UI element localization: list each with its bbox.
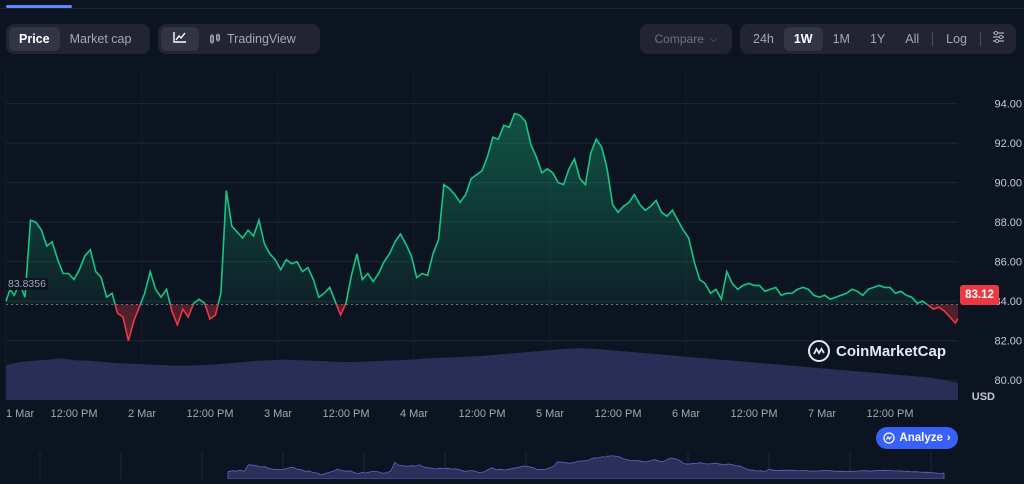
y-axis-unit-label: USD	[972, 391, 995, 403]
settings-button[interactable]	[984, 27, 1013, 51]
x-tick-label: 12:00 PM	[322, 408, 369, 420]
x-tick-label: 1 Mar	[6, 408, 34, 420]
y-tick-label: 92.00	[994, 138, 1022, 150]
y-tick-label: 86.00	[994, 257, 1022, 269]
candlestick-icon	[210, 33, 220, 44]
price-chart-svg: 80.00 82.00 84.00 86.00 88.00 90.00 92.00 94.00…	[0, 70, 1024, 480]
y-tick-label: 94.00	[994, 99, 1022, 111]
range-all[interactable]: All	[905, 32, 920, 46]
tradingview-label: TradingView	[227, 32, 296, 46]
y-tick-label: 90.00	[994, 178, 1022, 190]
market-cap-tab[interactable]: Market cap	[69, 32, 132, 46]
sliders-icon	[992, 30, 1004, 44]
range-divider	[980, 32, 981, 46]
range-selector: 24h 1W 1M 1Y All Log	[740, 24, 1016, 54]
y-tick-label: 84.00	[994, 296, 1022, 308]
price-area-up	[6, 113, 958, 305]
chevron-down-icon: ⌵	[709, 33, 718, 45]
x-tick-label: 2 Mar	[128, 408, 156, 420]
compare-label: Compare	[654, 32, 704, 46]
range-1y[interactable]: 1Y	[869, 32, 886, 46]
x-tick-label: 12:00 PM	[594, 408, 641, 420]
coinmarketcap-logo-icon	[808, 340, 830, 362]
line-chart-button[interactable]	[161, 27, 199, 51]
active-tab-indicator	[6, 5, 72, 8]
y-tick-label: 80.00	[994, 375, 1022, 387]
metric-toggle: Price Market cap	[6, 24, 150, 54]
current-price-badge: 83.12	[960, 285, 999, 305]
tradingview-button[interactable]: TradingView	[199, 27, 306, 51]
analyze-icon	[883, 432, 896, 444]
chevron-right-icon: ›	[946, 432, 951, 444]
x-tick-label: 7 Mar	[808, 408, 836, 420]
range-1w[interactable]: 1W	[783, 27, 823, 51]
x-tick-label: 12:00 PM	[186, 408, 233, 420]
analyze-button[interactable]: Analyze ›	[876, 427, 958, 449]
x-tick-label: 12:00 PM	[458, 408, 505, 420]
x-tick-label: 5 Mar	[536, 408, 564, 420]
x-tick-label: 12:00 PM	[50, 408, 97, 420]
range-divider	[932, 32, 934, 46]
x-tick-label: 12:00 PM	[866, 408, 913, 420]
x-tick-label: 6 Mar	[672, 408, 700, 420]
y-tick-label: 88.00	[994, 217, 1022, 229]
top-tab-strip	[0, 0, 1024, 9]
price-chart[interactable]: 80.00 82.00 84.00 86.00 88.00 90.00 92.00 94.00…	[0, 70, 1024, 480]
x-tick-label: 3 Mar	[264, 408, 292, 420]
volume-area	[6, 348, 958, 400]
x-tick-label: 12:00 PM	[730, 408, 777, 420]
log-scale-button[interactable]: Log	[946, 32, 968, 46]
x-tick-label: 4 Mar	[400, 408, 428, 420]
brand-name: CoinMarketCap	[836, 342, 947, 360]
navigator-area	[227, 455, 945, 480]
range-1m[interactable]: 1M	[832, 32, 850, 46]
range-24h[interactable]: 24h	[753, 32, 774, 46]
price-tab[interactable]: Price	[9, 27, 60, 51]
reference-price-label: 83.8356	[6, 278, 48, 290]
watermark-logo: CoinMarketCap	[808, 340, 946, 362]
price-line-up	[5, 112, 929, 305]
compare-dropdown[interactable]: Compare ⌵	[640, 24, 732, 54]
chart-type-toggle: TradingView	[158, 24, 320, 54]
analyze-label: Analyze	[899, 432, 943, 444]
line-chart-icon	[173, 32, 186, 43]
y-tick-label: 82.00	[994, 336, 1022, 348]
